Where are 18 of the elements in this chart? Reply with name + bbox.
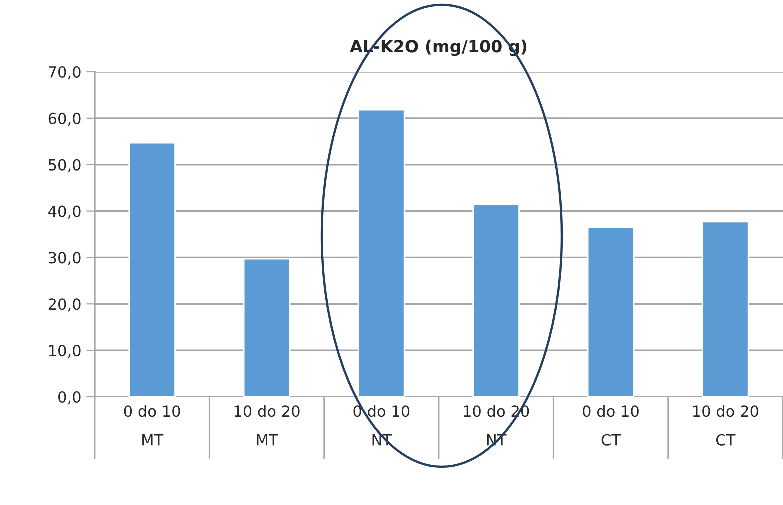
y-tick-label: 50,0 [48,159,81,172]
y-tick-label: 70,0 [49,66,81,80]
x-tick-label: 0 do 10 MT [124,405,180,446]
y-tick-label: 10,0 [49,345,81,358]
bar [587,226,635,397]
y-tick-label: 20,0 [48,298,81,312]
bar [128,142,176,397]
y-tick-label: 30,0 [48,252,81,266]
y-tick-label: 60,0 [48,112,81,126]
bar [702,221,750,397]
bar [358,109,406,397]
bar [472,204,520,397]
x-tick-label: 10 do 20 MT [234,405,300,446]
y-tick-label: 40,0 [48,206,81,219]
x-tick-label: 10 do 20 CT [694,405,758,446]
bar [243,258,291,397]
x-tick-label: 0 do 10 CT [583,405,639,446]
y-tick-label: 0,0 [58,391,81,405]
